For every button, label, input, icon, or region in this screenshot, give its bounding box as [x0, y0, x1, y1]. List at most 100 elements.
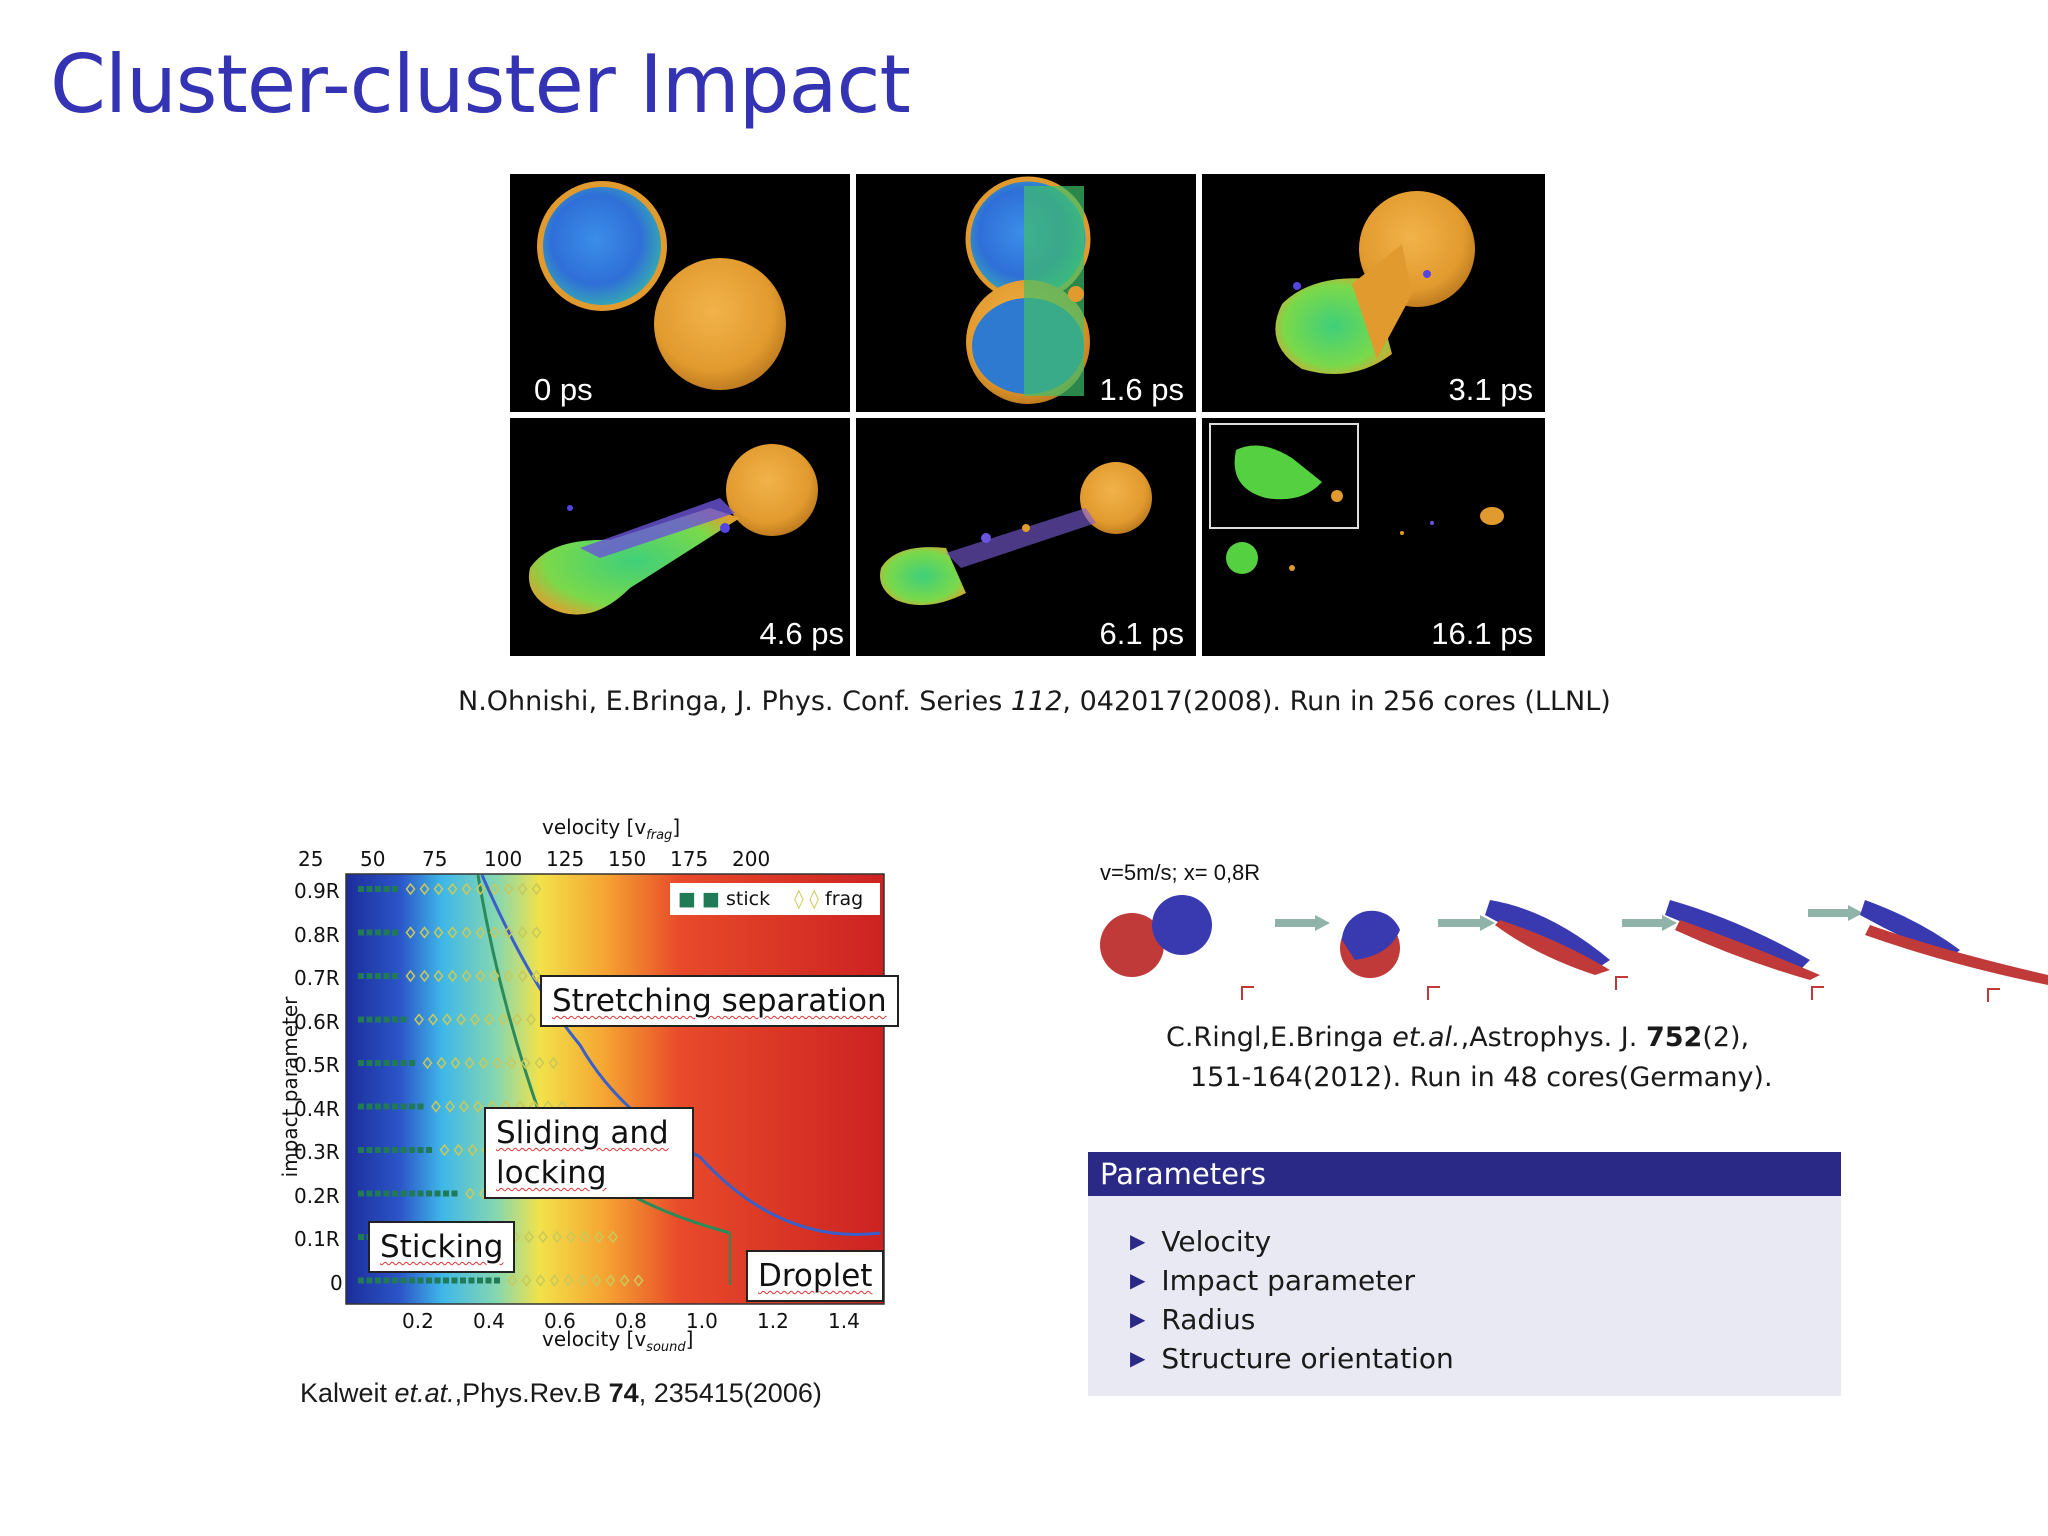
- stick-marker: [417, 1103, 424, 1110]
- frag-marker: [489, 969, 500, 983]
- top-axis-title: velocity [vfrag]: [542, 815, 681, 843]
- stick-marker: [426, 1277, 432, 1284]
- frag-marker: [433, 926, 444, 939]
- frag-marker: [535, 1274, 546, 1287]
- ringl-citation-line2: 151-164(2012). Run in 48 cores(Germany).: [1190, 1062, 1773, 1093]
- frag-marker: [517, 882, 528, 896]
- stick-marker: [392, 1016, 398, 1023]
- bottom-tick-label: 1.2: [757, 1309, 789, 1333]
- bottom-tick-label: 0.2: [402, 1309, 434, 1333]
- frag-marker: [531, 926, 542, 939]
- stick-marker: [409, 1060, 415, 1066]
- frag-marker: [464, 1056, 475, 1070]
- frag-marker: [549, 1274, 560, 1287]
- frag-marker: [538, 1230, 548, 1244]
- frag-marker: [489, 882, 500, 896]
- stick-marker: [383, 973, 390, 979]
- ringl-simulation-strip: v=5m/s; x= 0,8R: [1090, 860, 2048, 1010]
- stick-marker: [366, 886, 373, 892]
- bottom-tick-label: 0.8: [615, 1309, 647, 1333]
- frag-marker: [619, 1274, 630, 1287]
- frame-time-label: 6.1 ps: [1099, 616, 1184, 651]
- y-tick-label: 0.7R: [294, 966, 340, 990]
- frame-time-label: 16.1 ps: [1431, 616, 1533, 651]
- legend-stick: stick: [726, 888, 771, 910]
- sim-frame-0ps: 0 ps: [510, 174, 850, 412]
- frag-marker: [439, 1143, 450, 1157]
- bullet-triangle-icon: ▶: [1130, 1268, 1146, 1292]
- stick-marker: [426, 1190, 432, 1197]
- stick-marker: [417, 1147, 424, 1153]
- region-sliding-locking: Sliding and locking: [484, 1107, 694, 1199]
- frag-marker: [521, 1274, 532, 1287]
- frag-marker: [531, 882, 542, 896]
- stick-marker: [434, 1190, 441, 1197]
- stick-marker: [366, 1016, 373, 1023]
- frag-marker: [563, 1274, 574, 1287]
- frag-marker: [436, 1056, 447, 1070]
- stick-marker: [400, 1190, 407, 1197]
- y-tick-label: 0.6R: [294, 1009, 340, 1034]
- stick-marker: [434, 1277, 441, 1284]
- frag-marker: [503, 926, 514, 939]
- top-tick-label: 150: [608, 847, 647, 871]
- stick-marker: [383, 1016, 390, 1023]
- frag-marker: [520, 1056, 531, 1070]
- frag-marker: [431, 1100, 441, 1113]
- y-tick-label: 0.1R: [294, 1227, 340, 1251]
- legend-frag: frag: [825, 888, 864, 910]
- frag-marker: [548, 1056, 559, 1070]
- stick-marker: [383, 1103, 390, 1110]
- region-droplet: Droplet: [746, 1250, 885, 1302]
- strip-condition-label: v=5m/s; x= 0,8R: [1100, 860, 1261, 885]
- frag-marker: [594, 1230, 604, 1244]
- stick-marker: [409, 1190, 415, 1197]
- frag-marker: [442, 1013, 452, 1026]
- phase-legend: ■ ■ stick ◊ ◊ frag: [670, 883, 880, 915]
- frag-marker: [461, 926, 472, 939]
- frag-marker: [405, 926, 416, 939]
- stick-marker: [392, 1103, 398, 1110]
- stick-marker: [358, 973, 364, 979]
- stick-marker: [375, 973, 381, 979]
- frag-marker: [447, 882, 458, 896]
- parameters-list: ▶ Velocity ▶ Impact parameter ▶ Radius ▶ Str…: [1088, 1196, 1841, 1378]
- stick-marker: [358, 1103, 364, 1110]
- frame-time-label: 1.6 ps: [1099, 372, 1184, 407]
- slide-title: Cluster-cluster Impact: [50, 38, 911, 131]
- frag-marker: [470, 1013, 480, 1026]
- stick-marker: [426, 1147, 432, 1153]
- stick-marker: [358, 1147, 364, 1153]
- frag-marker: [507, 1274, 518, 1287]
- stick-marker: [409, 1103, 415, 1110]
- stick-marker: [358, 1234, 364, 1240]
- frag-marker: [517, 926, 528, 939]
- stick-marker: [358, 929, 364, 936]
- frag-marker: [405, 882, 416, 896]
- frag-marker: [605, 1274, 616, 1287]
- frag-marker: [473, 1100, 483, 1113]
- list-item: ▶ Structure orientation: [1130, 1342, 1454, 1375]
- top-tick-label: 50: [360, 847, 386, 871]
- frag-marker: [422, 1056, 433, 1070]
- phase-diagram: velocity [vfrag] 25 50 75 100 125 150 175 200 0…: [260, 815, 910, 1355]
- frag-marker: [428, 1013, 438, 1026]
- top-tick-label: 175: [670, 847, 709, 871]
- frag-marker: [461, 969, 472, 983]
- stick-marker: [383, 929, 390, 936]
- stick-marker: [366, 1060, 373, 1066]
- frame-time-label: 0 ps: [534, 372, 593, 407]
- frag-marker: [461, 882, 472, 896]
- stick-marker: [451, 1190, 458, 1197]
- bottom-axis-title: velocity [vsound]: [542, 1327, 694, 1355]
- phase-diagram-citation: Kalweit et.at.,Phys.Rev.B 74, 235415(200…: [300, 1378, 822, 1408]
- stick-marker: [358, 1190, 364, 1197]
- stick-marker: [400, 1016, 407, 1023]
- stick-marker: [366, 973, 373, 979]
- simulation-citation: N.Ohnishi, E.Bringa, J. Phys. Conf. Seri…: [458, 686, 1611, 717]
- stick-marker: [358, 1016, 364, 1023]
- frag-marker: [484, 1013, 494, 1026]
- stick-marker: [468, 1277, 475, 1284]
- stick-marker: [392, 929, 398, 936]
- bottom-tick-label: 1.0: [686, 1309, 718, 1333]
